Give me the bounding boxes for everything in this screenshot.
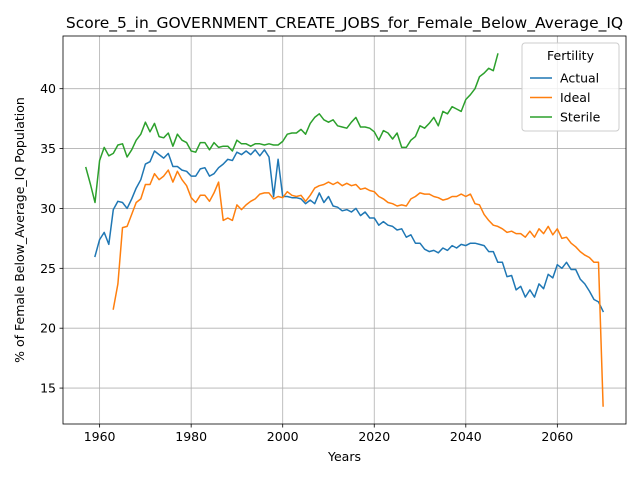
legend-label-actual: Actual bbox=[560, 71, 599, 86]
chart-title: Score_5_in_GOVERNMENT_CREATE_JOBS_for_Fe… bbox=[66, 14, 623, 33]
series-line-ideal bbox=[112, 169, 604, 407]
x-tick-label: 2000 bbox=[267, 429, 299, 444]
x-axis-title: Years bbox=[327, 449, 361, 464]
legend: Fertility Actual Ideal Sterile bbox=[521, 42, 620, 132]
y-axis-title: % of Female Below_Average_IQ Population bbox=[12, 97, 27, 363]
series-line-sterile bbox=[84, 53, 499, 204]
axis-ticks: 1960 1980 2000 2020 2040 2060 15 20 25 30 35 40 bbox=[40, 81, 573, 444]
y-tick-label: 15 bbox=[40, 381, 56, 396]
grid-lines bbox=[63, 36, 626, 424]
x-tick-label: 2040 bbox=[450, 429, 482, 444]
legend-box bbox=[521, 42, 620, 132]
x-tick-label: 1980 bbox=[175, 429, 207, 444]
x-tick-label: 2020 bbox=[358, 429, 390, 444]
series-line-actual bbox=[94, 149, 605, 313]
x-tick-label: 1960 bbox=[84, 429, 116, 444]
y-tick-label: 25 bbox=[40, 261, 56, 276]
x-tick-label: 2060 bbox=[541, 429, 573, 444]
y-tick-label: 35 bbox=[40, 141, 56, 156]
legend-title: Fertility bbox=[547, 48, 595, 63]
legend-label-ideal: Ideal bbox=[560, 90, 590, 105]
legend-label-sterile: Sterile bbox=[560, 110, 601, 125]
y-tick-label: 40 bbox=[40, 81, 56, 96]
series-lines bbox=[84, 53, 605, 407]
y-tick-label: 30 bbox=[40, 201, 56, 216]
plot-frame bbox=[62, 35, 627, 425]
y-tick-label: 20 bbox=[40, 321, 56, 336]
